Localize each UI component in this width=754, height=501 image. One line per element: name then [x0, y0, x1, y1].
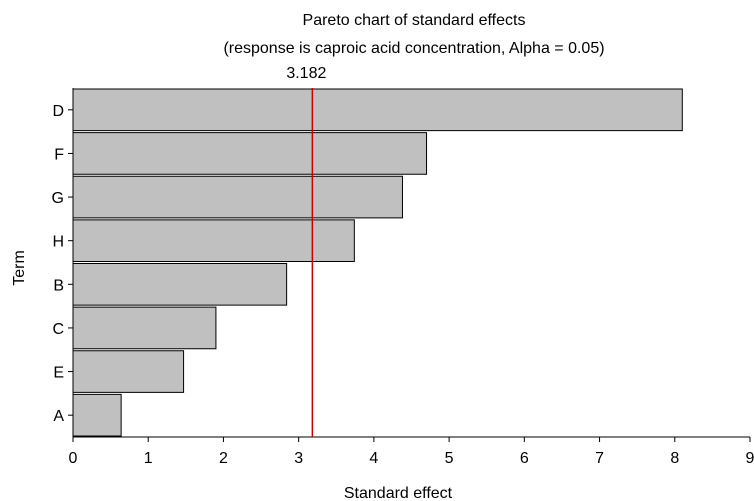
- y-tick-label-H: H: [52, 234, 64, 251]
- y-tick-label-F: F: [54, 146, 64, 163]
- bar-H: [72, 219, 355, 262]
- bar-F: [72, 132, 428, 175]
- bar-C: [72, 306, 217, 350]
- bar-G: [72, 175, 403, 219]
- chart-title: Pareto chart of standard effects: [303, 12, 526, 29]
- x-axis-label: Standard effect: [344, 485, 453, 501]
- x-tick-label-9: 9: [746, 450, 754, 467]
- x-tick-label-7: 7: [595, 450, 604, 467]
- y-axis-label: Term: [11, 250, 28, 286]
- y-tick-label-C: C: [52, 321, 64, 338]
- x-tick-label-6: 6: [520, 450, 529, 467]
- bar-B: [72, 263, 288, 306]
- reference-line-label: 3.182: [286, 65, 326, 82]
- plot-area: D F G H B C E A 0 1 2 3 4 5 6 7 8 9: [52, 88, 754, 467]
- y-tick-label-A: A: [53, 408, 64, 425]
- y-tick-label-D: D: [52, 103, 64, 120]
- y-tick-label-E: E: [53, 365, 64, 382]
- x-tick-label-1: 1: [144, 450, 153, 467]
- x-tick-label-2: 2: [219, 450, 228, 467]
- y-tick-label-B: B: [53, 277, 64, 294]
- x-tick-label-0: 0: [69, 450, 78, 467]
- chart-subtitle: (response is caproic acid concentration,…: [223, 40, 604, 57]
- bar-E: [72, 350, 185, 393]
- bar-D: [72, 88, 683, 132]
- bar-A: [72, 393, 122, 437]
- x-tick-label-4: 4: [369, 450, 378, 467]
- x-tick-label-8: 8: [670, 450, 679, 467]
- x-tick-label-3: 3: [294, 450, 303, 467]
- x-tick-label-5: 5: [445, 450, 454, 467]
- y-tick-label-G: G: [52, 190, 64, 207]
